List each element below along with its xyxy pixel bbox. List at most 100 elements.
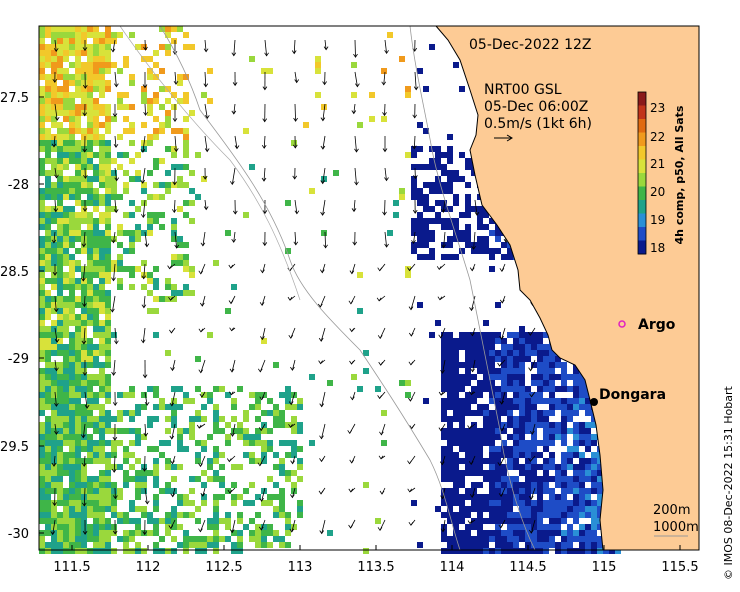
sst-pixel [573, 506, 579, 512]
sst-pixel [243, 452, 249, 458]
current-vector [324, 231, 326, 248]
sst-pixel [441, 344, 447, 350]
sst-pixel [99, 530, 105, 536]
sst-pixel [519, 446, 525, 452]
sst-pixel [87, 116, 93, 122]
sst-pixel [471, 338, 477, 344]
sst-pixel [69, 476, 75, 482]
sst-pixel [519, 374, 525, 380]
sst-pixel [501, 536, 507, 542]
sst-pixel [471, 458, 477, 464]
sst-pixel [597, 542, 603, 548]
sst-pixel [141, 512, 147, 518]
current-vector-head [257, 368, 263, 373]
sst-pixel [519, 494, 525, 500]
current-vector-head [377, 267, 383, 272]
sst-pixel [177, 512, 183, 518]
sst-pixel [177, 404, 183, 410]
colorbar-label: 4h comp, p50, All Sats [673, 105, 686, 244]
sst-pixel [513, 530, 519, 536]
sst-pixel [99, 332, 105, 338]
sst-pixel [45, 416, 51, 422]
sst-pixel [231, 404, 237, 410]
sst-pixel [93, 416, 99, 422]
current-vector-head [200, 242, 206, 247]
sst-pixel [483, 212, 489, 218]
sst-pixel [39, 140, 45, 146]
sst-pixel [555, 398, 561, 404]
sst-pixel [63, 116, 69, 122]
sst-pixel [183, 392, 189, 398]
sst-pixel [105, 272, 111, 278]
sst-pixel [57, 176, 63, 182]
sst-pixel [93, 404, 99, 410]
sst-pixel [69, 368, 75, 374]
current-vector [441, 455, 446, 465]
sst-pixel [543, 434, 549, 440]
sst-pixel [63, 422, 69, 428]
sst-pixel [489, 470, 495, 476]
current-vector [259, 359, 266, 372]
sst-pixel [525, 524, 531, 530]
sst-pixel [489, 494, 495, 500]
sst-pixel [135, 542, 141, 548]
sst-pixel [153, 548, 159, 554]
sst-pixel [207, 68, 213, 74]
sst-pixel [531, 344, 537, 350]
sst-pixel [585, 464, 591, 470]
sst-pixel [45, 422, 51, 428]
sst-pixel [537, 356, 543, 362]
current-vector-head [408, 306, 414, 311]
sst-pixel [453, 452, 459, 458]
sst-pixel [105, 44, 111, 50]
sst-pixel [75, 428, 81, 434]
sst-pixel [309, 188, 315, 194]
sst-pixel [561, 488, 567, 494]
sst-pixel [525, 404, 531, 410]
sst-pixel [81, 26, 87, 32]
sst-pixel [477, 386, 483, 392]
sst-pixel [483, 332, 489, 338]
sst-pixel [267, 530, 273, 536]
sst-pixel [453, 440, 459, 446]
current-vector-head [110, 308, 115, 313]
sst-pixel [165, 110, 171, 116]
sst-pixel [549, 410, 555, 416]
sst-pixel [171, 398, 177, 404]
sst-pixel [51, 392, 57, 398]
sst-pixel [69, 380, 75, 386]
sst-pixel [45, 494, 51, 500]
sst-pixel [147, 446, 153, 452]
sst-pixel [513, 362, 519, 368]
sst-pixel [117, 92, 123, 98]
sst-pixel [99, 122, 105, 128]
sst-pixel [513, 548, 519, 554]
sst-pixel [543, 368, 549, 374]
sst-pixel [75, 446, 81, 452]
sst-pixel [117, 278, 123, 284]
sst-pixel [261, 536, 267, 542]
sst-pixel [105, 482, 111, 488]
sst-pixel [213, 524, 219, 530]
sst-pixel [135, 266, 141, 272]
sst-pixel [51, 218, 57, 224]
current-vector [53, 231, 56, 243]
sst-pixel [297, 476, 303, 482]
current-vector [234, 135, 238, 149]
sst-pixel [459, 176, 465, 182]
sst-pixel [57, 392, 63, 398]
current-vector-head [203, 83, 209, 88]
sst-pixel [393, 212, 399, 218]
sst-pixel [435, 158, 441, 164]
sst-pixel [501, 404, 507, 410]
sst-pixel [93, 272, 99, 278]
sst-pixel [417, 146, 423, 152]
current-vector [204, 71, 207, 87]
sst-pixel [453, 434, 459, 440]
sst-pixel [423, 236, 429, 242]
sst-pixel [525, 386, 531, 392]
sst-pixel [39, 254, 45, 260]
sst-pixel [537, 392, 543, 398]
sst-pixel [525, 548, 531, 554]
colorbar-swatch [638, 92, 646, 106]
